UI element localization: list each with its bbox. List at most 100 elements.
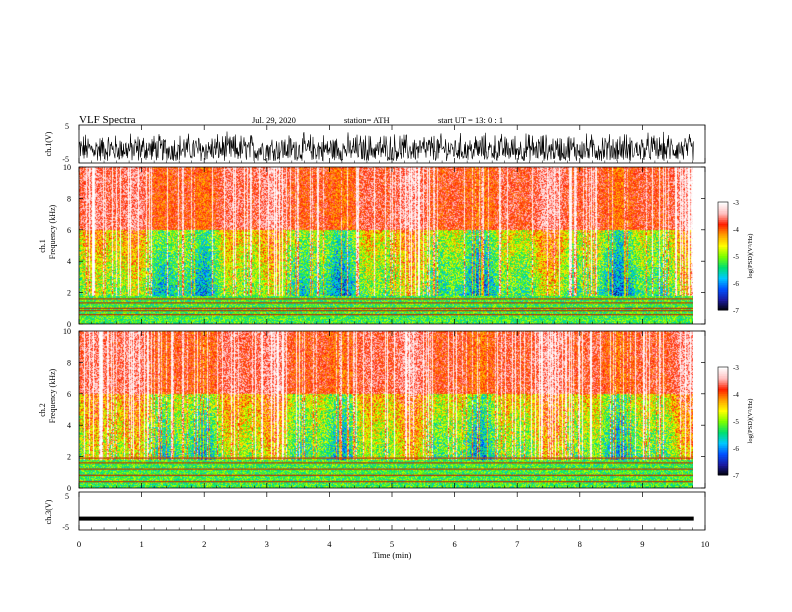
colorbar-step xyxy=(718,392,728,395)
colorbar-step xyxy=(718,223,728,226)
ytick-label: 2 xyxy=(67,289,71,298)
colorbar-step xyxy=(718,283,728,286)
colorbar-step xyxy=(718,370,728,373)
colorbar-step xyxy=(718,268,728,271)
ch2-spectrogram-panel: 0 2 4 6 8 10 ch.2 Frequency (kHz) -3 -4 -5 -6 -7 l… xyxy=(38,327,754,493)
ch1-spectrogram-ylabel-frequency: Frequency (kHz) xyxy=(48,204,57,259)
ytick-label: 10 xyxy=(63,327,71,336)
date-label: Jul. 29, 2020 xyxy=(252,115,296,125)
ch1-waveform-panel: 5 -5 ch.1(V) xyxy=(44,122,706,164)
colorbar-step xyxy=(718,419,728,422)
colorbar-step xyxy=(718,424,728,427)
colorbar-step xyxy=(718,207,728,210)
colorbar-step xyxy=(718,449,728,453)
ytick-label: 4 xyxy=(67,421,71,430)
xtick-label: 0 xyxy=(77,539,81,549)
colorbar-step xyxy=(718,203,728,207)
colorbar-step xyxy=(718,214,728,217)
colorbar-tick-label: -3 xyxy=(733,199,739,207)
ch2-colorbar: -3 -4 -5 -6 -7 log(PSD)(V²/Hz) xyxy=(717,364,754,480)
colorbar-step xyxy=(718,457,728,460)
colorbar-step xyxy=(718,426,728,429)
xtick-label: 3 xyxy=(265,539,269,549)
colorbar-tick-label: -5 xyxy=(733,418,739,426)
colorbar-step xyxy=(718,281,728,284)
colorbar-tick-label: -7 xyxy=(733,307,739,315)
colorbar-step xyxy=(718,286,728,289)
colorbar-tick-label: -6 xyxy=(733,280,739,288)
colorbar-step xyxy=(718,288,728,291)
colorbar-step xyxy=(718,453,728,456)
xtick-label: 6 xyxy=(452,539,456,549)
ch3-waveform-ylabel: ch.3(V) xyxy=(44,499,53,524)
ch1-waveform-trace xyxy=(78,131,694,162)
colorbar-step xyxy=(718,245,728,248)
colorbar-step xyxy=(718,248,728,252)
colorbar-step xyxy=(718,293,728,297)
colorbar-step xyxy=(718,205,728,208)
ch2-spectrogram-image xyxy=(79,331,693,488)
ch1-spectrogram-yticks: 0 2 4 6 8 10 xyxy=(63,163,705,329)
colorbar-tick-label: -7 xyxy=(733,472,739,480)
colorbar-step xyxy=(718,277,728,280)
colorbar-step xyxy=(718,421,728,424)
ch2-spectrogram-yticks: 0 2 4 6 8 10 xyxy=(63,327,705,493)
colorbar-step xyxy=(718,261,728,264)
colorbar-step xyxy=(718,308,728,311)
colorbar-step xyxy=(718,394,728,397)
colorbar-step xyxy=(718,274,728,277)
colorbar-step xyxy=(718,241,728,244)
colorbar-step xyxy=(718,263,728,266)
colorbar-step xyxy=(718,388,728,391)
colorbar-tick-label: -6 xyxy=(733,445,739,453)
ch3-waveform-panel: 5 -5 ch.3(V) xyxy=(44,491,706,532)
colorbar-step xyxy=(718,430,728,433)
xtick-label: 4 xyxy=(327,539,332,549)
colorbar-step xyxy=(718,413,728,417)
colorbar-step xyxy=(718,422,728,426)
ytick-label: 4 xyxy=(67,257,71,266)
colorbar-step xyxy=(718,464,728,467)
colorbar-step xyxy=(718,460,728,463)
colorbar-step xyxy=(718,211,728,214)
colorbar-step xyxy=(718,473,728,476)
ch2-spectrogram-ylabel-frequency: Frequency (kHz) xyxy=(48,368,57,423)
ch3-waveform-trace xyxy=(79,516,694,521)
ch3-ytick-bottom: -5 xyxy=(62,523,69,532)
ch1-waveform-frame xyxy=(78,124,706,164)
time-axis-label: Time (min) xyxy=(373,550,412,560)
colorbar-step xyxy=(718,297,728,300)
colorbar-step xyxy=(718,455,728,458)
colorbar-label: log(PSD)(V²/Hz) xyxy=(747,399,754,444)
colorbar-step xyxy=(718,257,728,261)
colorbar-step xyxy=(718,415,728,418)
colorbar-step xyxy=(718,238,728,241)
colorbar-step xyxy=(718,284,728,288)
colorbar-step xyxy=(718,444,728,447)
colorbar-step xyxy=(718,410,728,413)
colorbar-step xyxy=(718,367,728,370)
colorbar-step xyxy=(718,220,728,223)
colorbar-step xyxy=(718,272,728,275)
xtick-label: 1 xyxy=(139,539,143,549)
ytick-label: 2 xyxy=(67,453,71,462)
colorbar-step xyxy=(718,256,728,259)
colorbar-step xyxy=(718,250,728,253)
colorbar-step xyxy=(718,448,728,451)
colorbar-tick-label: -3 xyxy=(733,364,739,372)
colorbar-step xyxy=(718,374,728,377)
ch3-ytick-top: 5 xyxy=(65,492,69,501)
colorbar-step xyxy=(718,302,728,306)
colorbar-step xyxy=(718,451,728,454)
colorbar-step xyxy=(718,254,728,257)
colorbar-step xyxy=(718,212,728,216)
colorbar-step xyxy=(718,266,728,270)
colorbar-label: log(PSD)(V²/Hz) xyxy=(747,234,754,279)
colorbar-step xyxy=(718,467,728,471)
colorbar-step xyxy=(718,234,728,237)
colorbar-step xyxy=(718,218,728,221)
colorbar-step xyxy=(718,270,728,273)
colorbar-tick-label: -4 xyxy=(733,391,739,399)
colorbar-frame xyxy=(717,366,729,476)
colorbar-step xyxy=(718,252,728,255)
